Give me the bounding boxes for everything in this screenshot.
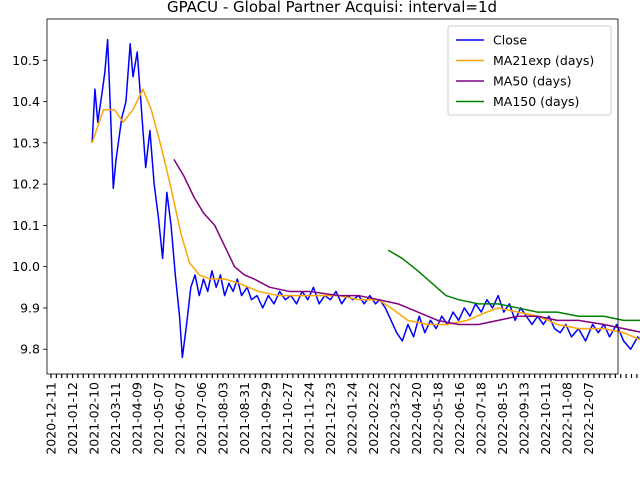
x-tick-label: 2022-03-22: [388, 382, 403, 455]
y-tick-label: 10.4: [12, 94, 40, 109]
x-tick-label: 2021-03-11: [108, 382, 123, 455]
y-axis: 9.8 9.9 10.0 10.1 10.2 10.3 10.4 10.5: [12, 53, 47, 357]
x-tick-label: 2022-08-15: [495, 382, 510, 455]
plot-area-frame: [46, 18, 619, 375]
x-tick-label: 2021-04-09: [130, 382, 145, 455]
plot-lines: [91, 38, 640, 359]
y-tick-label: 10.2: [12, 177, 40, 192]
y-tick-label: 9.9: [20, 300, 40, 315]
x-tick-label: 2022-12-07: [581, 382, 596, 455]
legend-label: MA150 (days): [493, 94, 579, 109]
x-tick-label: 2021-09-29: [259, 382, 274, 455]
x-tick-label: 2021-08-03: [216, 382, 231, 455]
x-tick-label: 2022-11-08: [560, 382, 575, 455]
x-tick-label: 2021-01-12: [65, 382, 80, 455]
x-tick-label: 2022-02-22: [366, 382, 381, 455]
series-line-ma150-days: [387, 249, 640, 322]
x-tick-label: 2021-05-07: [151, 382, 166, 455]
y-tick-label: 9.8: [20, 342, 40, 357]
legend-label: MA50 (days): [493, 74, 571, 89]
x-axis: 2020-12-11 2021-01-12 2021-02-10 2021-03-11…: [44, 374, 638, 455]
x-tick-label: 2022-10-11: [538, 382, 553, 455]
y-tick-label: 10.5: [12, 53, 40, 68]
x-tick-label: 2022-09-13: [517, 382, 532, 455]
x-tick-label: 2021-06-07: [173, 382, 188, 455]
x-tick-label: 2021-12-23: [323, 382, 338, 455]
x-tick-label: 2021-11-24: [302, 382, 317, 455]
legend: Close MA21exp (days) MA50 (days) MA150 (day…: [447, 25, 612, 116]
legend-label: MA21exp (days): [493, 53, 594, 68]
y-tick-label: 10.3: [12, 135, 40, 150]
series-line-ma50-days: [173, 158, 640, 333]
legend-label: Close: [493, 33, 527, 48]
x-tick-label: 2022-05-18: [431, 382, 446, 455]
x-tick-label: 2021-02-10: [87, 382, 102, 455]
chart-title: GPACU - Global Partner Acquisi: interval…: [167, 0, 497, 16]
x-tick-label: 2021-08-31: [237, 382, 252, 455]
y-tick-label: 10.0: [12, 259, 40, 274]
x-tick-label: 2022-01-24: [345, 382, 360, 455]
x-tick-label: 2022-04-20: [409, 382, 424, 455]
legend-box: [447, 25, 612, 116]
x-tick-label: 2021-10-27: [280, 382, 295, 455]
x-tick-label: 2020-12-11: [44, 382, 59, 455]
series-line-ma21exp-days: [91, 88, 640, 341]
x-tick-label: 2022-07-18: [474, 382, 489, 455]
x-tick-label: 2021-07-06: [194, 382, 209, 455]
y-tick-label: 10.1: [12, 218, 40, 233]
x-tick-label: 2022-06-16: [452, 382, 467, 455]
